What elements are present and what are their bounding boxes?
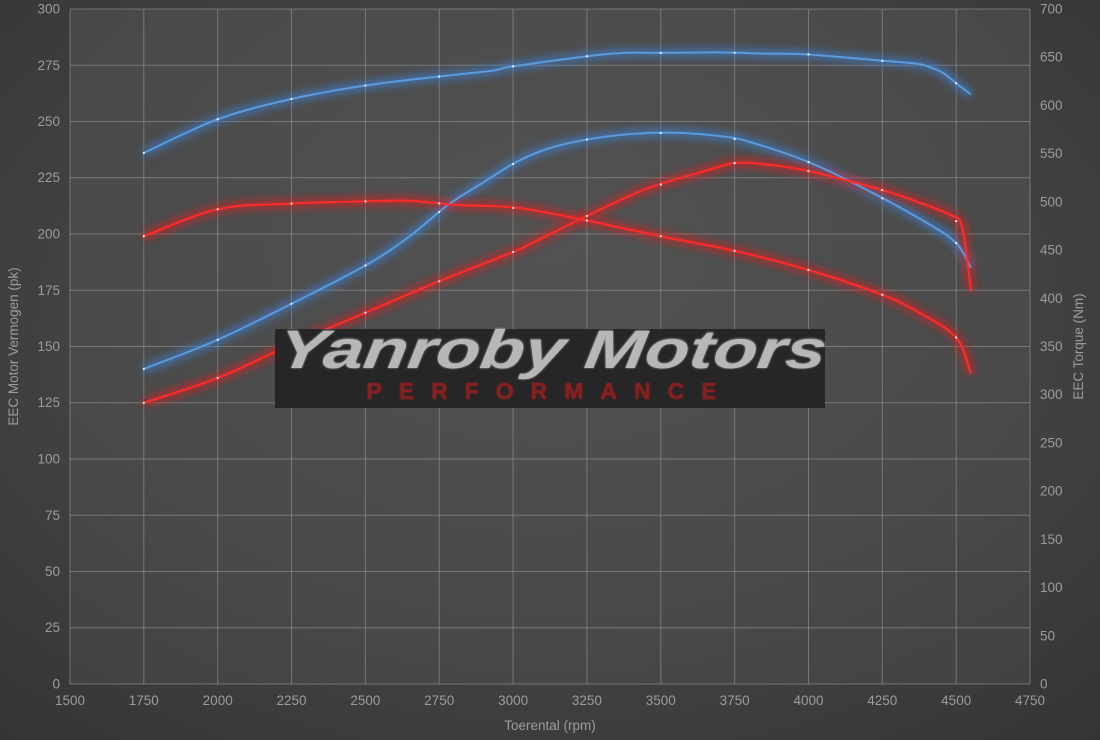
svg-text:EEC Torque (Nm): EEC Torque (Nm) bbox=[1071, 293, 1086, 399]
svg-text:100: 100 bbox=[37, 452, 60, 467]
svg-text:2000: 2000 bbox=[203, 693, 233, 708]
svg-text:4750: 4750 bbox=[1015, 693, 1045, 708]
svg-text:0: 0 bbox=[1040, 677, 1048, 692]
svg-text:3750: 3750 bbox=[720, 693, 750, 708]
svg-text:4000: 4000 bbox=[793, 693, 823, 708]
svg-text:225: 225 bbox=[37, 170, 60, 185]
svg-text:1500: 1500 bbox=[55, 693, 85, 708]
svg-text:300: 300 bbox=[1040, 387, 1063, 402]
svg-text:300: 300 bbox=[37, 2, 60, 17]
svg-text:2750: 2750 bbox=[424, 693, 454, 708]
svg-text:400: 400 bbox=[1040, 291, 1063, 306]
svg-text:100: 100 bbox=[1040, 580, 1063, 595]
svg-text:4500: 4500 bbox=[941, 693, 971, 708]
svg-text:Yanroby Motors: Yanroby Motors bbox=[274, 320, 830, 380]
svg-text:4250: 4250 bbox=[867, 693, 897, 708]
svg-text:Toerental (rpm): Toerental (rpm) bbox=[504, 718, 596, 733]
svg-text:175: 175 bbox=[37, 283, 60, 298]
svg-text:EEC Motor Vermogen (pk): EEC Motor Vermogen (pk) bbox=[6, 267, 21, 425]
svg-text:PERFORMANCE: PERFORMANCE bbox=[366, 378, 733, 404]
svg-text:3250: 3250 bbox=[572, 693, 602, 708]
svg-text:250: 250 bbox=[37, 114, 60, 129]
svg-text:200: 200 bbox=[37, 227, 60, 242]
svg-text:2500: 2500 bbox=[350, 693, 380, 708]
svg-text:2250: 2250 bbox=[276, 693, 306, 708]
svg-text:0: 0 bbox=[52, 677, 60, 692]
svg-text:150: 150 bbox=[37, 339, 60, 354]
svg-text:275: 275 bbox=[37, 58, 60, 73]
svg-text:500: 500 bbox=[1040, 194, 1063, 209]
svg-text:75: 75 bbox=[45, 508, 60, 523]
svg-text:700: 700 bbox=[1040, 2, 1063, 17]
svg-text:350: 350 bbox=[1040, 339, 1063, 354]
svg-text:600: 600 bbox=[1040, 98, 1063, 113]
svg-text:3000: 3000 bbox=[498, 693, 528, 708]
svg-text:250: 250 bbox=[1040, 435, 1063, 450]
svg-text:550: 550 bbox=[1040, 146, 1063, 161]
svg-text:150: 150 bbox=[1040, 532, 1063, 547]
svg-text:650: 650 bbox=[1040, 50, 1063, 65]
svg-text:1750: 1750 bbox=[129, 693, 159, 708]
svg-text:25: 25 bbox=[45, 620, 60, 635]
svg-text:50: 50 bbox=[45, 564, 60, 579]
svg-text:125: 125 bbox=[37, 395, 60, 410]
svg-text:3500: 3500 bbox=[646, 693, 676, 708]
svg-text:200: 200 bbox=[1040, 484, 1063, 499]
svg-text:450: 450 bbox=[1040, 243, 1063, 258]
svg-text:50: 50 bbox=[1040, 628, 1055, 643]
